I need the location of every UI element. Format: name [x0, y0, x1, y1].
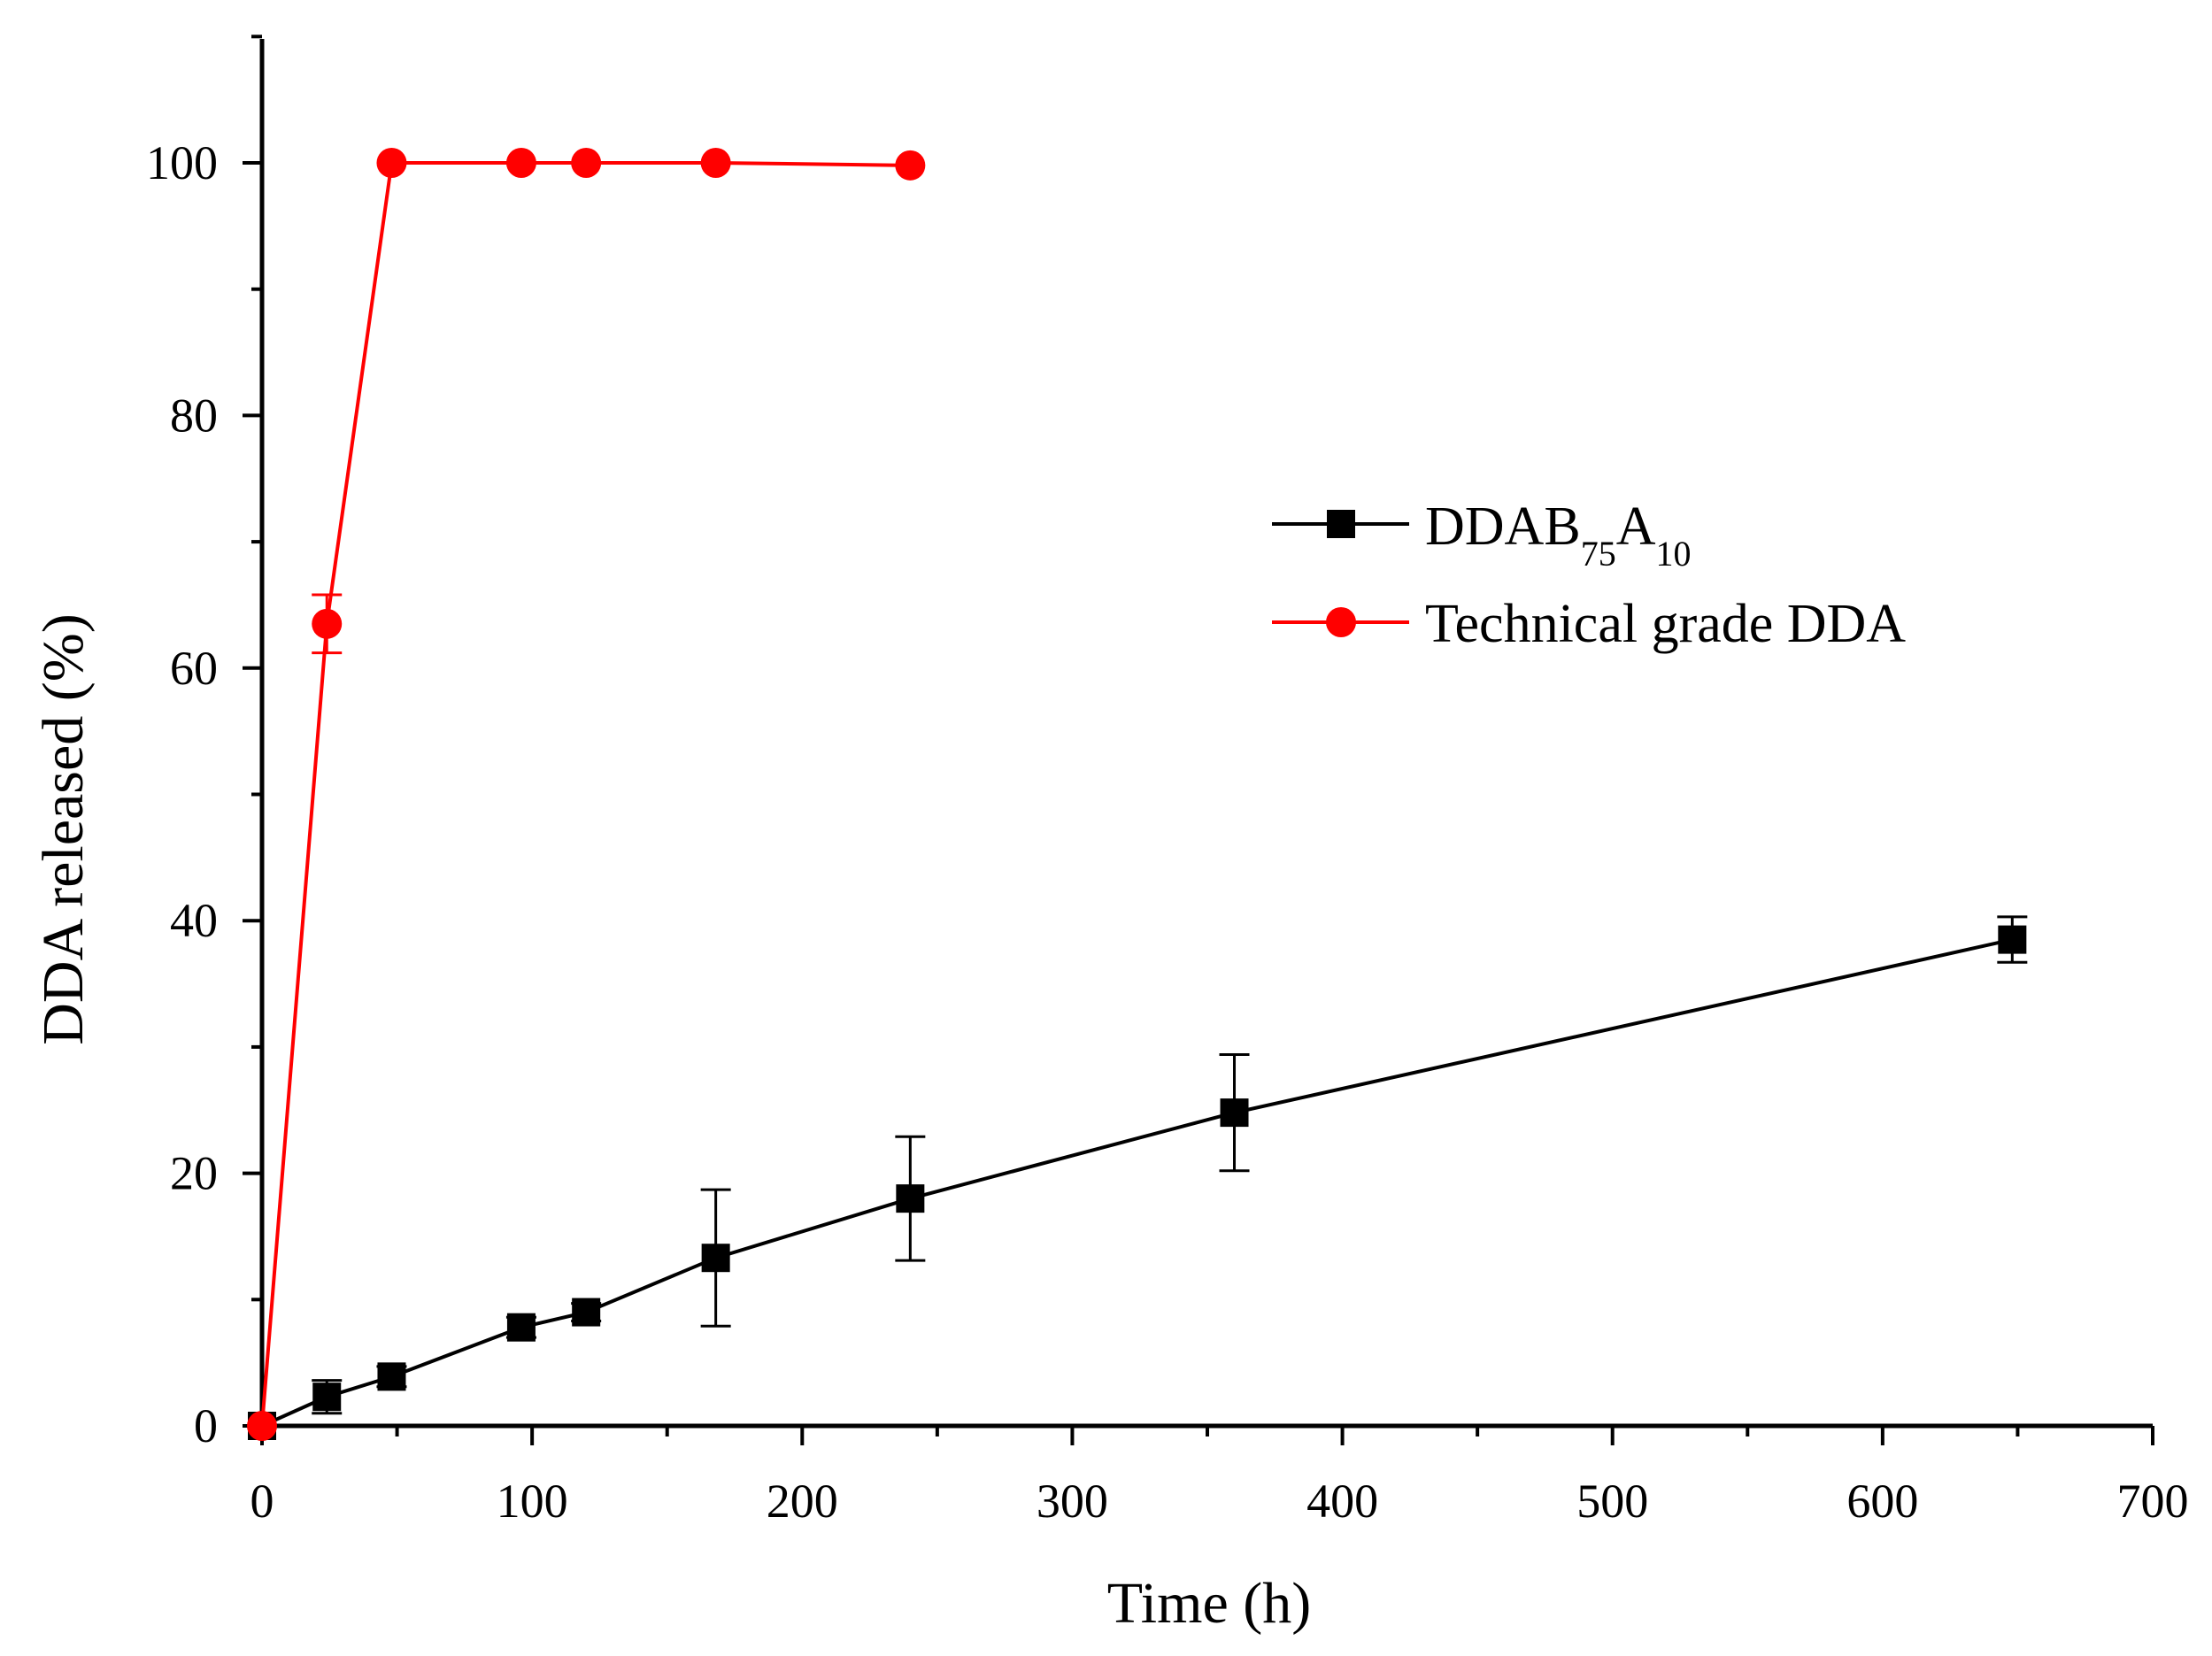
data-point	[1998, 925, 2027, 954]
legend-marker-ddab	[1327, 510, 1355, 538]
data-point	[376, 148, 407, 178]
y-tick-label: 100	[146, 136, 218, 189]
x-axis-title: Time (h)	[1107, 1571, 1311, 1636]
y-axis-ticks: 0 20 40 60 80 100	[146, 35, 262, 1452]
series-ddab	[248, 915, 2028, 1440]
x-tick-label: 500	[1576, 1475, 1648, 1528]
data-point	[312, 608, 343, 639]
series-line	[260, 161, 911, 1427]
data-point	[701, 1244, 730, 1273]
legend-label-technical: Technical grade DDA	[1425, 594, 1906, 654]
data-point	[506, 1313, 536, 1342]
data-point	[896, 1184, 925, 1213]
data-point	[700, 148, 731, 178]
y-tick-label: 60	[170, 642, 218, 695]
x-tick-label: 100	[497, 1475, 568, 1528]
data-point	[1220, 1098, 1249, 1128]
series-line	[261, 937, 2013, 1428]
legend-marker-technical	[1326, 607, 1356, 637]
data-point	[505, 148, 536, 178]
data-point	[312, 1383, 342, 1412]
y-tick-label: 40	[170, 894, 218, 947]
data-point	[895, 150, 926, 181]
x-tick-label: 700	[2117, 1475, 2189, 1528]
data-point	[571, 148, 602, 178]
plot-area	[247, 148, 2028, 1441]
x-axis-ticks: 0 100 200 300 400 500 600 700	[250, 1426, 2189, 1528]
legend: DDAB75A10 Technical grade DDA	[1272, 497, 1906, 654]
x-tick-label: 200	[767, 1475, 838, 1528]
series-technical	[247, 148, 926, 1441]
x-tick-label: 400	[1306, 1475, 1378, 1528]
data-point	[572, 1298, 601, 1327]
x-tick-label: 0	[250, 1475, 274, 1528]
y-tick-label: 20	[170, 1147, 218, 1200]
data-point	[247, 1411, 277, 1441]
y-tick-label: 80	[170, 389, 218, 442]
data-point	[377, 1362, 406, 1391]
x-tick-label: 300	[1037, 1475, 1108, 1528]
y-axis-title: DDA released (%)	[31, 613, 96, 1044]
x-tick-label: 600	[1846, 1475, 1918, 1528]
y-tick-label: 0	[194, 1399, 218, 1452]
legend-label-ddab: DDAB75A10	[1425, 497, 1691, 574]
axes	[259, 39, 2153, 1429]
